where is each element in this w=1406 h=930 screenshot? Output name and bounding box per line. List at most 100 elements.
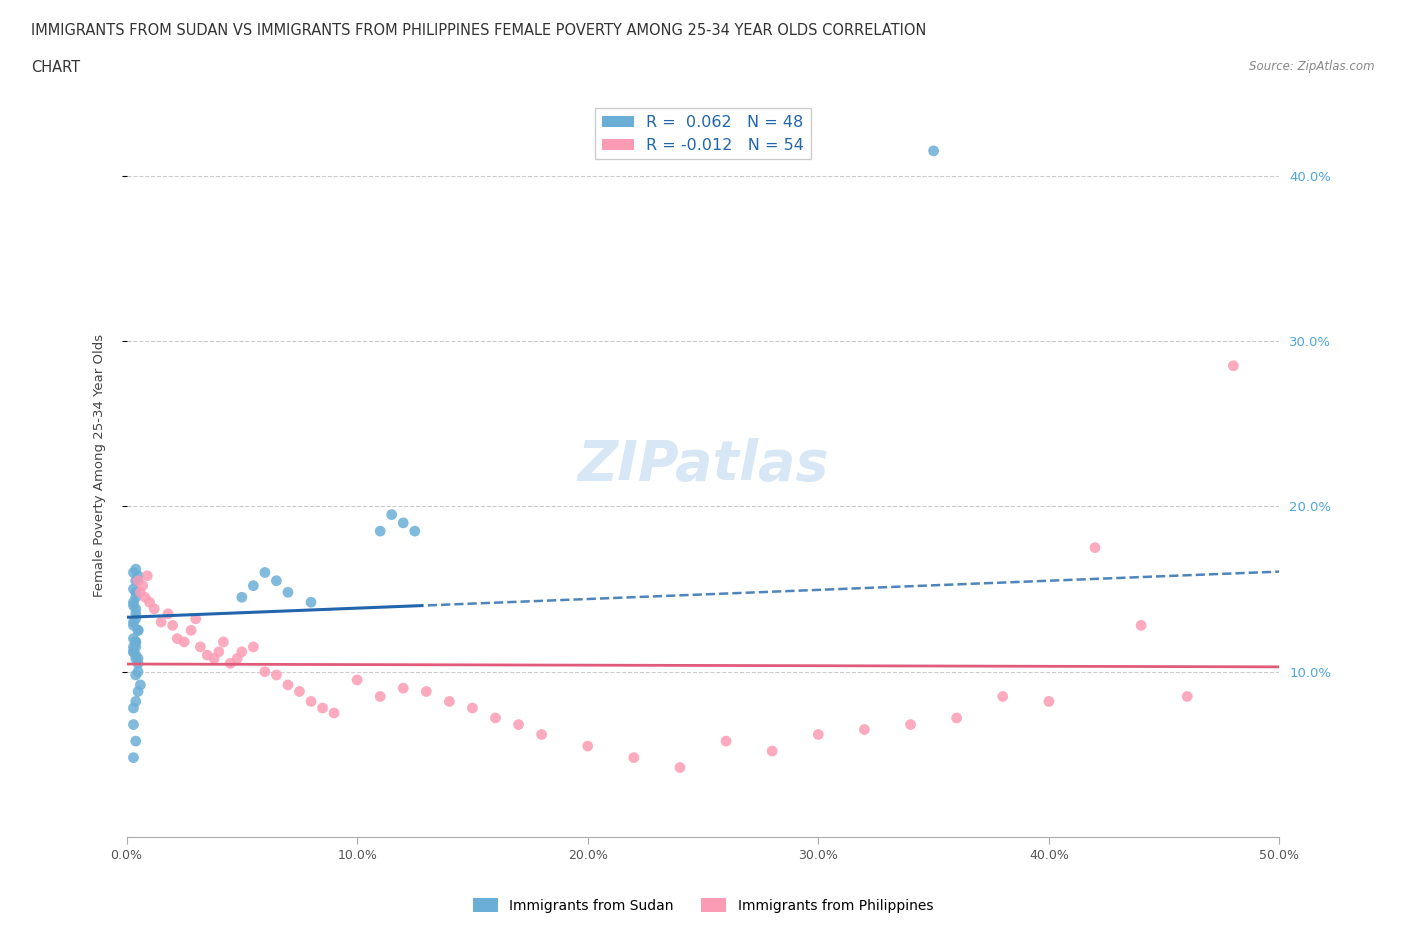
Point <box>1175 689 1198 704</box>
Point <box>1222 358 1244 373</box>
Point <box>136 568 159 583</box>
Point <box>127 623 149 638</box>
Point <box>127 664 149 679</box>
Point <box>392 515 415 530</box>
Point <box>288 684 311 699</box>
Point <box>368 524 391 538</box>
Y-axis label: Female Poverty Among 25-34 Year Olds: Female Poverty Among 25-34 Year Olds <box>93 334 105 596</box>
Point <box>150 615 173 630</box>
Point <box>122 717 145 732</box>
Point <box>439 694 461 709</box>
Point <box>134 590 156 604</box>
Point <box>277 677 299 692</box>
Point <box>346 672 368 687</box>
Point <box>381 507 404 522</box>
Text: IMMIGRANTS FROM SUDAN VS IMMIGRANTS FROM PHILIPPINES FEMALE POVERTY AMONG 25-34 : IMMIGRANTS FROM SUDAN VS IMMIGRANTS FROM… <box>31 23 927 38</box>
Point <box>122 615 145 630</box>
Point <box>157 606 180 621</box>
Point <box>127 623 149 638</box>
Point <box>231 590 253 604</box>
Point <box>277 585 299 600</box>
Point <box>125 634 148 649</box>
Point <box>1130 618 1153 632</box>
Point <box>484 711 506 725</box>
Point <box>253 664 276 679</box>
Text: Source: ZipAtlas.com: Source: ZipAtlas.com <box>1250 60 1375 73</box>
Point <box>122 581 145 596</box>
Point <box>853 722 876 737</box>
Point <box>184 611 207 626</box>
Point <box>392 681 415 696</box>
Point <box>900 717 922 732</box>
Point <box>162 618 184 632</box>
Point <box>127 684 149 699</box>
Point <box>1084 540 1107 555</box>
Point <box>125 634 148 649</box>
Point <box>122 565 145 580</box>
Point <box>143 602 166 617</box>
Point <box>202 651 225 666</box>
Point <box>226 651 249 666</box>
Point <box>404 524 426 538</box>
Point <box>125 694 148 709</box>
Point <box>127 656 149 671</box>
Point <box>122 644 145 659</box>
Point <box>576 738 599 753</box>
Point <box>180 623 202 638</box>
Point <box>138 595 160 610</box>
Point <box>122 644 145 659</box>
Point <box>311 700 333 715</box>
Point <box>173 634 195 649</box>
Point <box>461 700 484 715</box>
Point <box>266 573 288 588</box>
Point <box>242 578 264 593</box>
Text: ZIPatlas: ZIPatlas <box>578 438 828 492</box>
Point <box>131 578 153 593</box>
Point <box>122 751 145 765</box>
Point <box>122 640 145 655</box>
Point <box>208 644 231 659</box>
Point <box>122 595 145 610</box>
Point <box>219 656 242 671</box>
Point <box>122 598 145 613</box>
Point <box>242 640 264 655</box>
Point <box>807 727 830 742</box>
Point <box>188 640 211 655</box>
Point <box>212 634 235 649</box>
Point <box>530 727 553 742</box>
Point <box>669 760 692 775</box>
Point <box>125 602 148 617</box>
Point <box>195 647 218 662</box>
Point <box>122 631 145 646</box>
Point <box>125 562 148 577</box>
Point <box>166 631 188 646</box>
Point <box>125 734 148 749</box>
Point <box>623 751 645 765</box>
Point <box>253 565 276 580</box>
Point <box>761 744 783 759</box>
Point <box>231 644 253 659</box>
Point <box>127 651 149 666</box>
Text: CHART: CHART <box>31 60 80 75</box>
Point <box>368 689 391 704</box>
Point <box>323 706 346 721</box>
Point <box>415 684 437 699</box>
Point <box>125 606 148 621</box>
Point <box>127 573 149 588</box>
Point <box>714 734 737 749</box>
Point <box>125 651 148 666</box>
Point <box>122 700 145 715</box>
Point <box>922 143 945 158</box>
Point <box>125 611 148 626</box>
Legend: Immigrants from Sudan, Immigrants from Philippines: Immigrants from Sudan, Immigrants from P… <box>467 893 939 919</box>
Point <box>508 717 530 732</box>
Point <box>127 573 149 588</box>
Point <box>266 668 288 683</box>
Point <box>122 618 145 632</box>
Point <box>299 694 322 709</box>
Point <box>125 573 148 588</box>
Legend: R =  0.062   N = 48, R = -0.012   N = 54: R = 0.062 N = 48, R = -0.012 N = 54 <box>595 109 811 159</box>
Point <box>125 640 148 655</box>
Point <box>945 711 967 725</box>
Point <box>125 585 148 600</box>
